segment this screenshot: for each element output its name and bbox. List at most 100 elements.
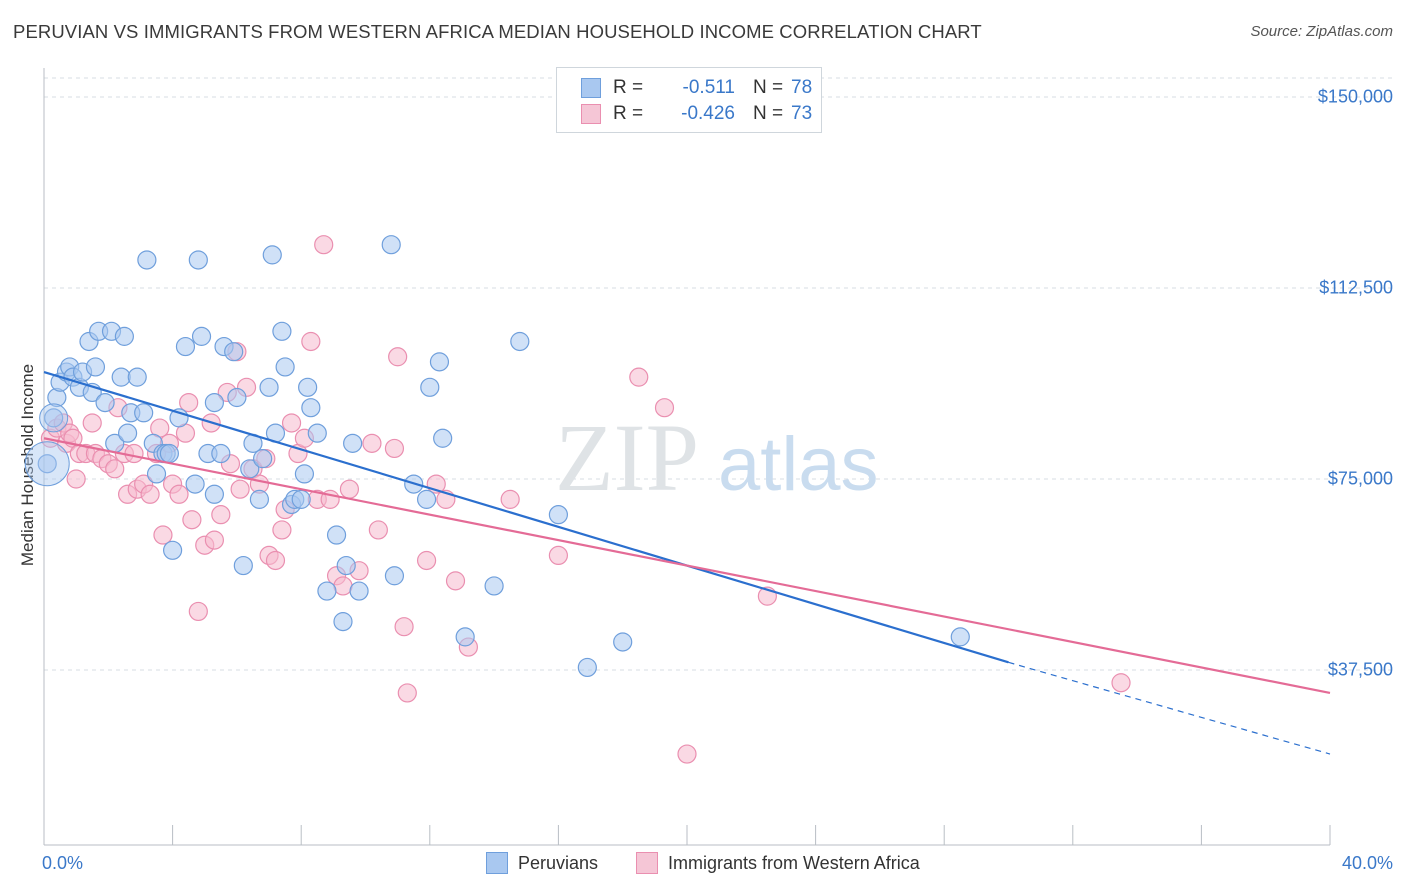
peruvian-point (317, 581, 337, 601)
peruvian-point (44, 408, 64, 428)
peruvian-point (127, 367, 147, 387)
western-africa-point (314, 235, 334, 255)
axis-layer (43, 68, 1331, 846)
peruvian-point (333, 612, 353, 632)
western-africa-point (445, 571, 466, 591)
peruvian-point (111, 367, 131, 387)
western-africa-point (397, 683, 417, 703)
peruvian-point (484, 576, 504, 596)
western-africa-point (500, 489, 520, 509)
peruvian-point (114, 326, 134, 346)
trend-line-peruvians-extension (1008, 661, 1331, 755)
y-tick-75000: $75,000 (1327, 468, 1393, 489)
peruvian-point (204, 393, 224, 413)
peruvian-point-large (24, 441, 70, 487)
bottom-legend-label-peruvians: Peruvians (518, 852, 599, 873)
stats-legend: R = -0.511 N = 78 R = -0.426 N = 73 (556, 67, 822, 133)
peruvian-point (336, 555, 356, 576)
western-africa-point (281, 413, 302, 433)
peruvian-point (420, 377, 440, 397)
western-africa-point (272, 520, 292, 540)
peruvian-point (224, 342, 244, 362)
peruvian-point (175, 336, 196, 357)
peruvian-point (259, 377, 279, 397)
western-africa-point (82, 413, 102, 433)
grid-layer (44, 77, 1395, 671)
peruvian-point (950, 627, 970, 647)
western-africa-point (105, 459, 125, 479)
peruvian-point (240, 459, 260, 479)
legend-r-label: R = (613, 77, 644, 98)
western-africa-point (169, 484, 189, 504)
peruvian-point (262, 245, 282, 265)
western-africa-point (548, 545, 569, 566)
western-africa-point (153, 525, 173, 545)
peruvian-point (249, 489, 270, 509)
peruvian-point (37, 454, 57, 474)
legend-n-label: N = (753, 77, 784, 98)
peruvian-point (613, 632, 633, 652)
western-africa-point (629, 367, 649, 387)
peruvian-point (227, 387, 247, 408)
peruvian-point (548, 505, 569, 525)
legend-row-western-africa: R = -0.426 N = 73 (581, 102, 812, 126)
peruvian-point (253, 449, 273, 469)
peruvian-point (134, 403, 154, 423)
peruvian-point (291, 489, 311, 509)
western-africa-point (179, 393, 199, 413)
peruvian-point (294, 464, 315, 484)
peruvian-point (117, 423, 138, 443)
western-africa-point (124, 443, 144, 464)
peruvian-point (510, 331, 530, 352)
legend-n-label: N = (753, 103, 784, 124)
chart-title: PERUVIAN VS IMMIGRANTS FROM WESTERN AFRI… (13, 21, 982, 42)
x-tick-right: 40.0% (1341, 853, 1393, 873)
peruvian-point (429, 352, 450, 372)
peruvian-point (301, 398, 321, 418)
peruvian-point-large (39, 403, 69, 433)
western-africa-point (339, 479, 360, 499)
peruvian-point (185, 474, 205, 494)
legend-swatch-blue (581, 78, 601, 98)
western-africa-point (384, 438, 405, 459)
y-tick-150000: $150,000 (1317, 86, 1393, 107)
legend-r-value: -0.511 (682, 77, 735, 98)
peruvian-point (298, 377, 318, 397)
peruvian-point (381, 235, 401, 255)
bottom-legend-swatch-pink (636, 852, 658, 874)
peruvian-point (188, 250, 208, 270)
western-africa-point (140, 484, 160, 504)
peruvian-point (326, 525, 347, 545)
legend-n-value: 73 (791, 103, 813, 124)
y-tick-37500: $37,500 (1327, 659, 1393, 680)
peruvian-point (191, 326, 212, 346)
western-africa-point (204, 530, 224, 550)
legend-row-peruvians: R = -0.511 N = 78 (581, 76, 812, 100)
legend-n-value: 78 (791, 77, 813, 98)
x-tick-left: 0.0% (42, 853, 84, 873)
peruvian-point (577, 657, 597, 678)
western-africa-point (301, 331, 321, 352)
peruvian-point (204, 484, 224, 504)
bottom-legend-western-africa: Immigrants from Western Africa (636, 852, 920, 874)
peruvian-point (343, 433, 363, 453)
western-africa-point (368, 520, 388, 540)
source-label: Source: ZipAtlas.com (1250, 23, 1393, 40)
watermark-atlas: atlas (718, 422, 879, 507)
peruvian-point (416, 489, 437, 509)
peruvian-point (433, 428, 453, 448)
trend-line-peruvians (43, 370, 1009, 664)
peruvian-point (272, 321, 292, 341)
western-africa-point (182, 510, 202, 530)
western-africa-point (265, 550, 286, 571)
peruvian-point (384, 566, 405, 586)
peruvian-point (163, 540, 183, 560)
y-tick-112500: $112,500 (1319, 277, 1393, 298)
western-africa-point (1111, 673, 1131, 693)
western-africa-point (66, 469, 86, 489)
western-africa-point (388, 347, 408, 367)
bottom-legend-label-western-africa: Immigrants from Western Africa (668, 852, 920, 873)
peruvian-point (146, 464, 167, 484)
western-africa-point (333, 576, 353, 596)
